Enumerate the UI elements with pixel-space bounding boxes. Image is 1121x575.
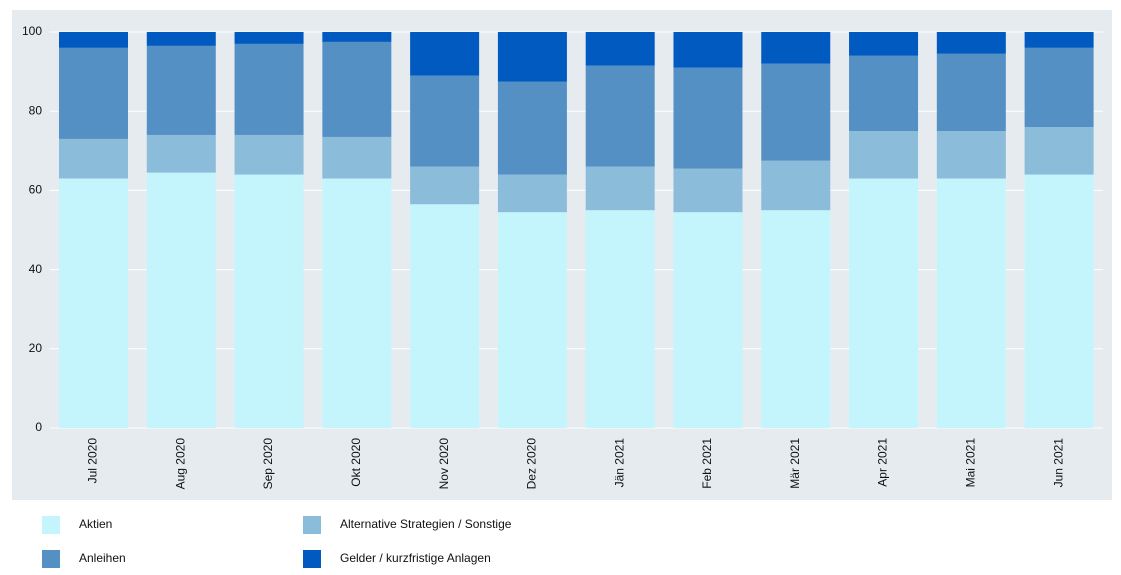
- legend-swatch: [42, 516, 60, 534]
- bar-segment: [234, 43, 304, 135]
- bar-segment: [761, 210, 831, 428]
- legend-label: Alternative Strategien / Sonstige: [340, 517, 512, 531]
- bar-segment: [146, 134, 216, 173]
- bar-segment: [585, 32, 655, 66]
- y-tick-label: 60: [29, 183, 43, 197]
- y-tick-label: 40: [29, 262, 43, 276]
- x-tick-label: Mär 2021: [788, 438, 802, 489]
- bar-segment: [936, 32, 1006, 54]
- bar-segment: [849, 178, 919, 428]
- x-tick-label: Sep 2020: [261, 438, 275, 490]
- bar-segment: [585, 166, 655, 211]
- y-tick-label: 100: [22, 24, 42, 38]
- bar-segment: [322, 136, 392, 179]
- bar-segment: [497, 174, 567, 213]
- bar-segment: [234, 32, 304, 44]
- bar-segment: [936, 53, 1006, 131]
- bar-segment: [410, 75, 480, 167]
- bar-segment: [673, 212, 743, 428]
- bar-segment: [1024, 32, 1094, 48]
- y-tick-label: 0: [35, 420, 42, 434]
- x-tick-label: Jän 2021: [612, 438, 626, 488]
- bar-segment: [234, 134, 304, 175]
- bar-segment: [1024, 174, 1094, 428]
- bar-segment: [849, 32, 919, 56]
- x-tick-label: Feb 2021: [700, 438, 714, 489]
- bar-segment: [849, 55, 919, 132]
- bar-segment: [497, 32, 567, 82]
- x-tick-label: Mai 2021: [963, 438, 977, 488]
- legend-label: Aktien: [79, 517, 112, 531]
- bar-segment: [497, 81, 567, 175]
- legend-swatch: [303, 550, 321, 568]
- bar-segment: [410, 166, 480, 205]
- bar-segment: [234, 174, 304, 428]
- bar-segment: [146, 172, 216, 428]
- bar-segment: [761, 63, 831, 161]
- bar-segment: [1024, 47, 1094, 128]
- x-tick-label: Jun 2021: [1051, 438, 1065, 488]
- bar-segment: [849, 131, 919, 179]
- bar-segment: [322, 41, 392, 137]
- bar-segment: [322, 32, 392, 42]
- bar-segment: [58, 32, 128, 48]
- bar-segment: [585, 65, 655, 167]
- legend-label: Gelder / kurzfristige Anlagen: [340, 551, 491, 565]
- bar-segment: [761, 32, 831, 64]
- bar-segment: [146, 32, 216, 46]
- bar-segment: [58, 47, 128, 139]
- bar-segment: [497, 212, 567, 428]
- legend-swatch: [303, 516, 321, 534]
- bar-segment: [761, 160, 831, 211]
- bar-segment: [585, 210, 655, 428]
- x-tick-label: Okt 2020: [349, 438, 363, 487]
- x-tick-label: Nov 2020: [437, 438, 451, 490]
- bar-segment: [410, 204, 480, 428]
- legend-swatch: [42, 550, 60, 568]
- bar-segment: [58, 138, 128, 179]
- y-tick-label: 80: [29, 103, 43, 117]
- bar-segment: [58, 178, 128, 428]
- bar-segment: [410, 32, 480, 76]
- bar-segment: [146, 45, 216, 135]
- x-tick-label: Aug 2020: [173, 438, 187, 490]
- legend-label: Anleihen: [79, 551, 126, 565]
- bar-segment: [673, 168, 743, 213]
- x-tick-label: Dez 2020: [525, 438, 539, 490]
- x-tick-label: Apr 2021: [876, 438, 890, 487]
- bar-segment: [1024, 127, 1094, 175]
- bar-segment: [936, 178, 1006, 428]
- bar-segment: [322, 178, 392, 428]
- bar-segment: [936, 131, 1006, 179]
- x-tick-label: Jul 2020: [86, 438, 100, 484]
- bar-segment: [673, 67, 743, 169]
- y-tick-label: 20: [29, 341, 43, 355]
- bar-segment: [673, 32, 743, 68]
